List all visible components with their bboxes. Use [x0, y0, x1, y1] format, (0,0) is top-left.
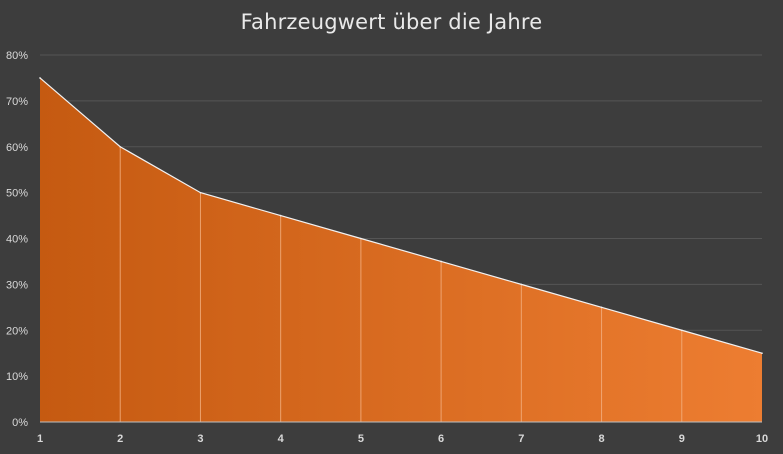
y-tick-label: 50% [6, 188, 28, 200]
data-point [199, 191, 202, 194]
y-tick-label: 10% [6, 371, 28, 383]
data-point [761, 352, 763, 354]
data-point [119, 145, 122, 148]
data-point [39, 77, 41, 79]
data-point [680, 329, 683, 332]
y-tick-label: 30% [6, 279, 28, 291]
x-tick-label: 7 [518, 433, 524, 445]
data-point [360, 237, 362, 240]
x-tick-label: 10 [756, 433, 768, 445]
area-series [39, 77, 763, 423]
y-tick-label: 80% [6, 50, 28, 62]
chart-title: Fahrzeugwert über die Jahre [240, 10, 543, 34]
y-tick-label: 70% [6, 96, 28, 108]
data-point [600, 306, 603, 309]
series-line [39, 77, 763, 354]
x-tick-label: 6 [438, 433, 444, 445]
y-tick-label: 40% [6, 234, 28, 246]
x-tick-label: 2 [117, 433, 123, 445]
x-tick-label: 4 [278, 433, 285, 445]
x-tick-label: 1 [37, 433, 43, 445]
y-tick-label: 20% [6, 325, 28, 337]
data-point [279, 214, 282, 217]
y-tick-label: 60% [6, 142, 28, 154]
x-axis: 1 2 3 4 5 6 7 8 9 10 [37, 433, 768, 445]
x-tick-label: 5 [358, 433, 364, 445]
y-tick-label: 0% [12, 417, 28, 429]
data-point [520, 283, 523, 286]
x-tick-label: 3 [197, 433, 203, 445]
y-axis: 0% 10% 20% 30% 40% 50% 60% 70% 80% [6, 50, 28, 429]
data-point [440, 260, 442, 263]
x-tick-label: 8 [598, 433, 604, 445]
x-tick-label: 9 [679, 433, 685, 445]
